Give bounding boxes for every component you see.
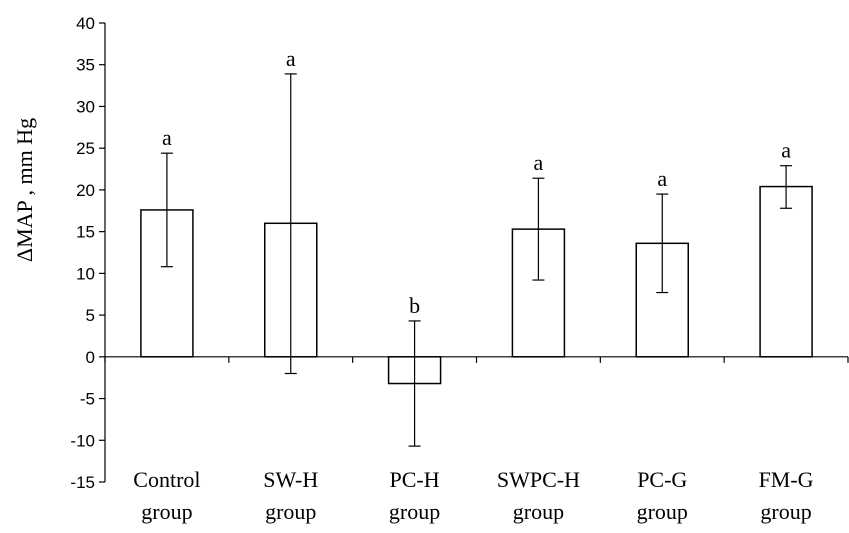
y-tick-label: 0 [86,348,95,367]
bars [140,185,813,385]
y-tick-label: -5 [80,390,95,409]
y-axis-label: ΔMAP , mm Hg [12,118,37,262]
y-tick-label: -10 [70,431,95,450]
y-tick-label: 15 [76,223,95,242]
category-labels: Control group SW-H group PC-H group SWPC-H grou… [133,467,813,524]
category-label: group [389,499,440,524]
bar [140,209,194,358]
y-tick-label: 35 [76,56,95,75]
significance-label: a [286,46,296,71]
category-label: group [265,499,316,524]
significance-label: a [162,125,172,150]
category-label: SWPC-H [497,467,580,492]
significance-label: a [781,138,791,163]
category-label: group [141,499,192,524]
y-axis: -15 -10 -5 0 5 10 15 20 25 30 35 40 [70,14,106,492]
significance-label: a [534,150,544,175]
significance-labels: a a b a a a [162,46,791,318]
y-tick-label: 25 [76,139,95,158]
y-tick-label: 5 [86,306,95,325]
category-label: group [760,499,811,524]
y-tick-label: 10 [76,264,95,283]
category-label: FM-G [759,467,814,492]
significance-label: a [657,166,667,191]
y-tick-label: 40 [76,14,95,33]
category-label: SW-H [263,467,318,492]
y-tick-label: 20 [76,181,95,200]
category-label: PC-G [637,467,687,492]
category-label: group [513,499,564,524]
category-label: group [637,499,688,524]
error-bars [160,73,793,447]
y-tick-label: -15 [70,473,95,492]
category-label: PC-H [390,467,440,492]
category-label: Control [133,467,200,492]
significance-label: b [409,293,420,318]
x-axis [104,356,849,363]
bar [759,185,813,358]
y-tick-label: 30 [76,97,95,116]
